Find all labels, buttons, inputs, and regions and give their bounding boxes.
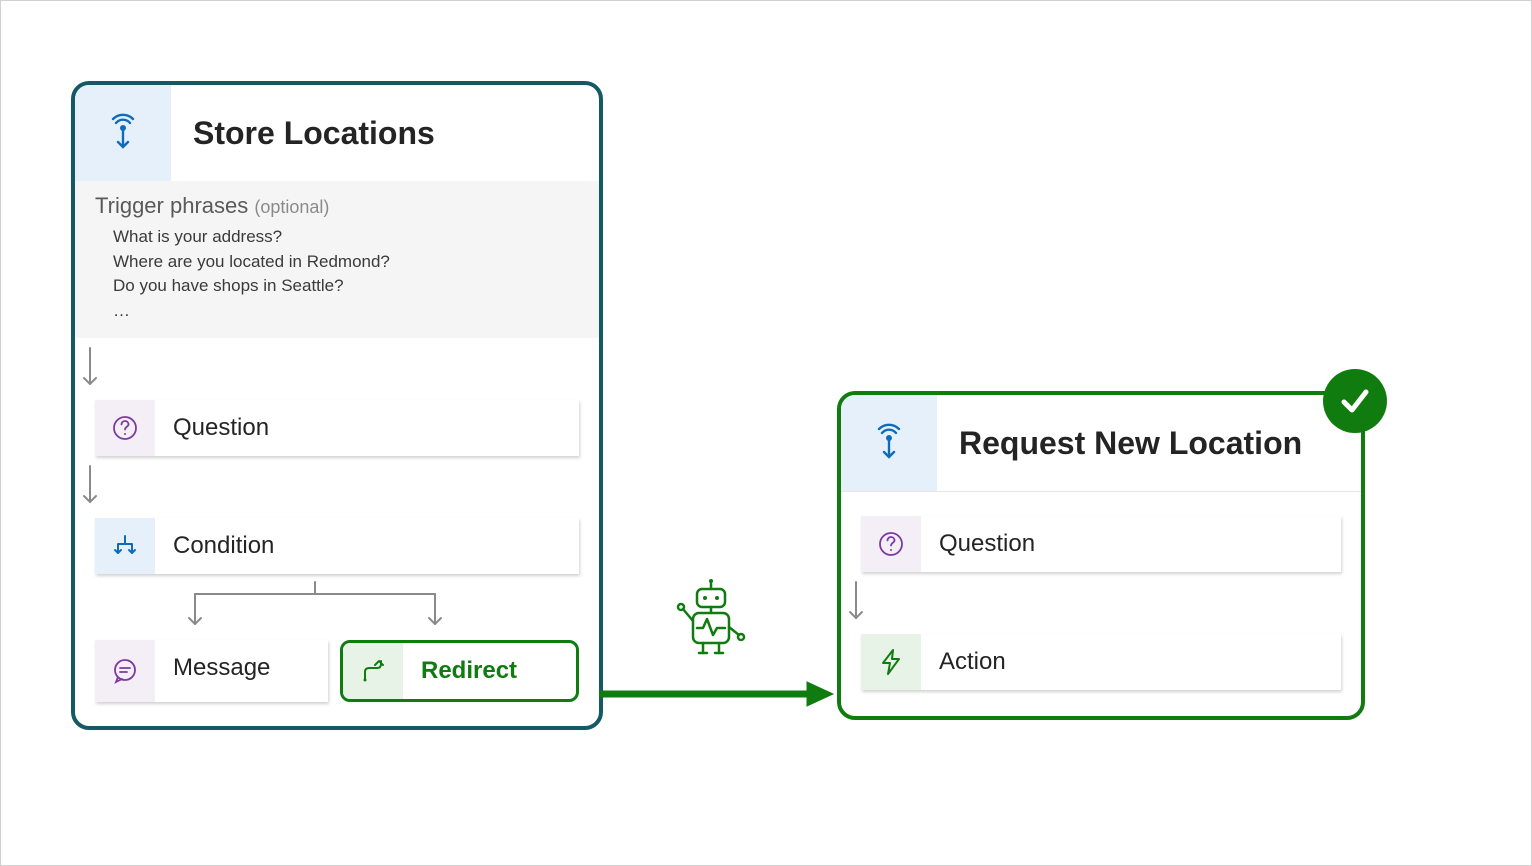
question-node: Question bbox=[95, 400, 579, 456]
trigger-phrase: What is your address? bbox=[113, 225, 579, 250]
trigger-phrase: … bbox=[113, 299, 579, 324]
trigger-heading: Trigger phrases (optional) bbox=[95, 193, 579, 219]
question-icon-box bbox=[95, 400, 155, 456]
flow-arrow-down-icon bbox=[75, 344, 599, 394]
flow-arrow-down-icon bbox=[75, 462, 599, 512]
trigger-optional-text: (optional) bbox=[254, 197, 329, 217]
condition-icon-box bbox=[95, 518, 155, 574]
condition-label: Condition bbox=[155, 518, 579, 574]
redirect-label: Redirect bbox=[403, 643, 576, 699]
antenna-icon bbox=[873, 423, 905, 463]
topic-header: Request New Location bbox=[841, 395, 1361, 492]
flow-arrow-down-icon bbox=[841, 578, 1361, 628]
branch-row: Message Redirect bbox=[95, 640, 579, 702]
lightning-icon bbox=[879, 648, 903, 676]
condition-node: Condition bbox=[95, 518, 579, 574]
topic-icon-box bbox=[75, 85, 171, 181]
diagram-canvas: Store Locations Trigger phrases (optiona… bbox=[1, 1, 1531, 865]
message-label: Message bbox=[155, 640, 328, 702]
redirect-node: Redirect bbox=[340, 640, 579, 702]
question-node: Question bbox=[861, 516, 1341, 572]
redirect-icon bbox=[360, 658, 386, 684]
check-badge-icon bbox=[1323, 369, 1387, 433]
action-label: Action bbox=[921, 634, 1341, 690]
question-icon bbox=[112, 415, 138, 441]
trigger-phrases-list: What is your address? Where are you loca… bbox=[95, 225, 579, 324]
topic-icon-box bbox=[841, 395, 937, 491]
condition-icon bbox=[112, 533, 138, 559]
branch-arrows-icon bbox=[75, 580, 599, 634]
question-label: Question bbox=[921, 516, 1341, 572]
topic-card-store-locations: Store Locations Trigger phrases (optiona… bbox=[71, 81, 603, 730]
bot-icon bbox=[671, 579, 751, 659]
question-label: Question bbox=[155, 400, 579, 456]
topic-title: Request New Location bbox=[937, 425, 1302, 462]
action-node: Action bbox=[861, 634, 1341, 690]
action-icon-box bbox=[861, 634, 921, 690]
message-node: Message bbox=[95, 640, 328, 702]
trigger-phrases-section: Trigger phrases (optional) What is your … bbox=[75, 181, 599, 338]
question-icon-box bbox=[861, 516, 921, 572]
redirect-icon-box bbox=[343, 643, 403, 699]
question-icon bbox=[878, 531, 904, 557]
message-icon-box bbox=[95, 640, 155, 702]
topic-card-request-new-location: Request New Location Question bbox=[837, 391, 1365, 720]
topic-header: Store Locations bbox=[75, 85, 599, 181]
trigger-phrase: Do you have shops in Seattle? bbox=[113, 274, 579, 299]
connector-arrow-icon bbox=[599, 679, 839, 709]
trigger-phrase: Where are you located in Redmond? bbox=[113, 250, 579, 275]
topic-title: Store Locations bbox=[171, 115, 435, 152]
message-icon bbox=[112, 658, 138, 684]
trigger-heading-text: Trigger phrases bbox=[95, 193, 248, 218]
antenna-icon bbox=[107, 113, 139, 153]
